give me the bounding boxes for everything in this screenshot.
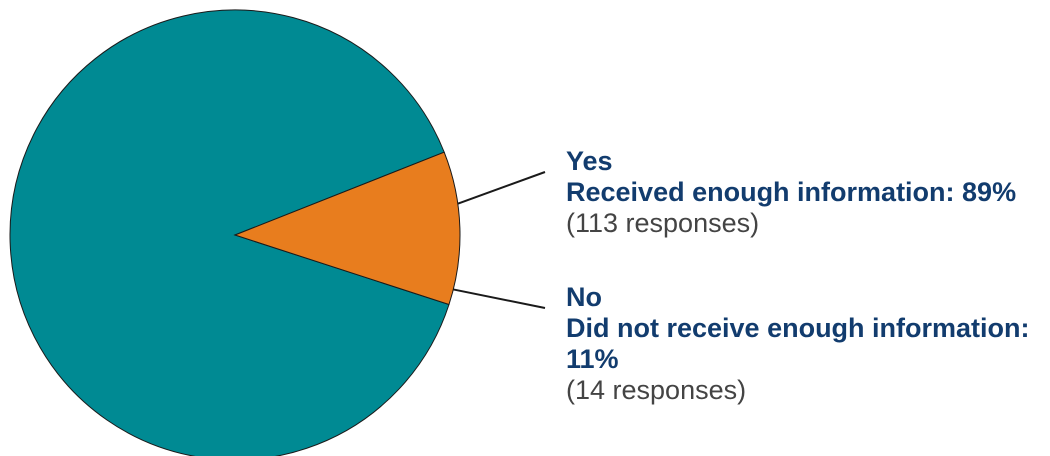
legend-label-yes: Yes Received enough information: 89% (11… xyxy=(566,146,1016,239)
slice-label-responses-yes: (113 responses) xyxy=(566,208,760,239)
pie-slice-yes xyxy=(9,9,450,456)
slice-label-description-no: Did not receive enough information: 11% xyxy=(566,313,1030,375)
leader-line-yes xyxy=(457,171,546,205)
slice-label-description-yes: Received enough information: 89% xyxy=(566,177,1017,208)
slice-label-answer-yes: Yes xyxy=(566,146,613,176)
legend-label-no: No Did not receive enough information: 1… xyxy=(566,282,1050,406)
leader-line-no xyxy=(453,288,546,309)
pie-slice-no xyxy=(233,151,461,306)
slice-label-responses-no: (14 responses) xyxy=(566,375,747,406)
slice-label-answer-no: No xyxy=(566,282,602,312)
